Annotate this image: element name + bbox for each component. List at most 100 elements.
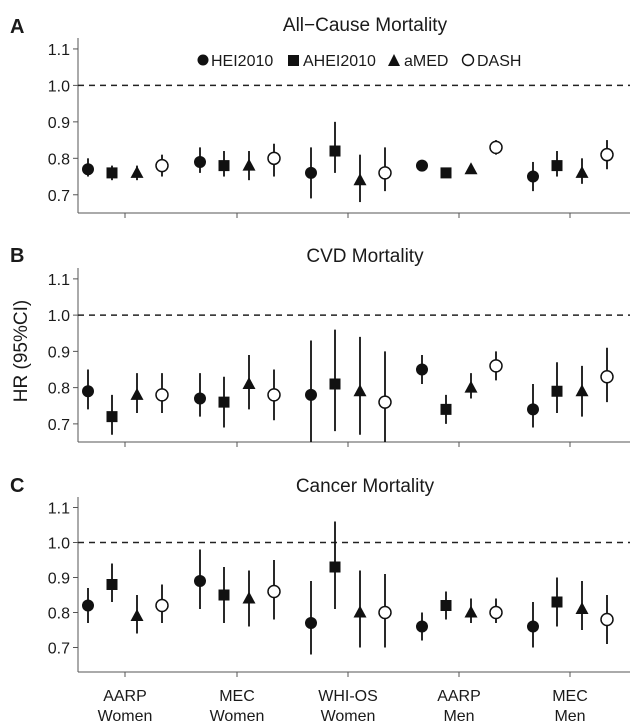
panel-c-dash-point — [378, 605, 392, 620]
panel-a-ahei2010-point — [551, 160, 563, 172]
x-group-label-line1: AARP — [103, 688, 147, 705]
panel-b-dash-point — [600, 370, 614, 384]
legend-dash-label: DASH — [477, 53, 521, 70]
panel-c-title: Cancer Mortality — [296, 476, 435, 497]
panel-c-y-tick-label: 0.7 — [48, 641, 70, 658]
x-group-label-line2: Women — [210, 708, 265, 725]
panel-a-dash-point — [600, 147, 614, 162]
panel-a-hei2010-point — [82, 163, 94, 176]
panel-c-y-tick-label: 1.1 — [48, 501, 70, 518]
x-group-label-line2: Women — [98, 708, 153, 725]
legend-dash-marker — [461, 53, 475, 67]
legend-hei2010-label: HEI2010 — [211, 53, 273, 70]
panel-b-hei2010-point — [416, 363, 428, 376]
x-group-label-line2: Men — [554, 708, 585, 725]
panel-c-y-tick-label: 0.8 — [48, 606, 70, 623]
panel-b-y-tick-label: 1.1 — [48, 272, 70, 289]
panel-a-y-tick-label: 0.9 — [48, 115, 70, 132]
legend-ahei2010-marker — [288, 55, 299, 66]
x-group-label-line1: MEC — [552, 688, 588, 705]
panel-b-y-tick-label: 0.8 — [48, 381, 70, 398]
panel-c-ahei2010-point — [329, 561, 341, 573]
panel-a-ahei2010-point — [329, 145, 341, 157]
panel-a-hei2010-point — [194, 155, 206, 168]
panel-c-y-tick-label: 0.9 — [48, 571, 70, 588]
x-group-label-line2: Women — [321, 708, 376, 725]
panel-a-hei2010-point — [527, 170, 539, 183]
panel-b: B CVD Mortality 0.7 0.8 0.9 1.0 1.1 — [10, 245, 630, 447]
panel-b-ahei2010-point — [218, 396, 230, 408]
panel-c-letter: C — [10, 475, 24, 497]
panel-b-hei2010-point — [527, 403, 539, 416]
panel-b-amed-point — [464, 380, 478, 393]
panel-c-hei2010-point — [82, 599, 94, 612]
panel-b-dash-point — [489, 359, 503, 373]
panel-b-y-tick-label: 1.0 — [48, 308, 70, 325]
panel-c-hei2010-point — [527, 620, 539, 633]
panel-c-amed-point — [353, 605, 367, 618]
legend: HEI2010 AHEI2010 aMED DASH — [197, 53, 521, 70]
panel-b-ahei2010-point — [551, 385, 563, 397]
panel-c-ahei2010-point — [551, 596, 563, 608]
panel-a-dash-point — [489, 140, 503, 155]
panel-a-ahei2010-point — [440, 167, 452, 179]
panel-a-amed-point — [353, 173, 367, 186]
panel-c-hei2010-point — [194, 575, 206, 587]
panel-a-amed-point — [464, 162, 478, 175]
panel-a-dash-point — [378, 166, 392, 180]
y-axis-label: HR (95%CI) — [11, 300, 32, 402]
panel-c-y-tick-label: 1.0 — [48, 536, 70, 553]
panel-b-hei2010-point — [194, 392, 206, 405]
panel-c-plot: 0.7 0.8 0.9 1.0 1.1 — [48, 497, 630, 677]
panel-c: C Cancer Mortality 0.7 0.8 0.9 1.0 1.1 — [10, 475, 630, 677]
panel-c-dash-point — [600, 612, 614, 627]
panel-b-amed-point — [130, 387, 144, 400]
legend-hei2010-marker — [197, 54, 209, 66]
panel-c-amed-point — [130, 609, 144, 621]
panel-a-title: All−Cause Mortality — [283, 15, 448, 36]
panel-c-dash-point — [155, 598, 169, 613]
x-axis-group-labels: AARP Women MEC Women WHI-OS Women AARP Men MEC Me… — [98, 688, 588, 725]
x-group-label-line2: Men — [443, 708, 474, 725]
panel-a-y-tick-label: 0.8 — [48, 151, 70, 168]
panel-a-dash-point — [267, 151, 281, 166]
panel-b-dash-point — [155, 388, 169, 402]
panel-b-title: CVD Mortality — [306, 246, 424, 267]
panel-c-ahei2010-point — [440, 600, 452, 611]
panel-c-dash-point — [489, 605, 503, 620]
panel-a-amed-point — [242, 158, 256, 171]
panel-b-y-tick-label: 0.7 — [48, 417, 70, 434]
legend-amed-label: aMED — [404, 53, 448, 70]
panel-c-hei2010-point — [305, 617, 317, 629]
panel-b-dash-point — [267, 388, 281, 402]
panel-b-plot: 0.7 0.8 0.9 1.0 1.1 — [48, 268, 630, 447]
panel-a-amed-point — [575, 165, 589, 178]
panel-a-hei2010-point — [416, 159, 428, 172]
panel-b-letter: B — [10, 245, 24, 267]
panel-a-plot: 0.7 0.8 0.9 1.0 1.1 — [48, 38, 630, 218]
panel-c-amed-point — [575, 602, 589, 614]
panel-a: A All−Cause Mortality 0.7 0.8 0.9 1.0 1.1 HE… — [10, 15, 630, 218]
panel-b-amed-point — [575, 384, 589, 397]
panel-b-amed-point — [353, 384, 367, 397]
panel-c-amed-point — [464, 605, 478, 618]
panel-b-y-tick-label: 0.9 — [48, 344, 70, 361]
panel-b-amed-point — [242, 377, 256, 389]
panel-b-ahei2010-point — [329, 378, 341, 390]
panel-a-ahei2010-point — [218, 160, 230, 172]
panel-a-y-tick-label: 1.1 — [48, 42, 70, 59]
panel-a-y-tick-label: 0.7 — [48, 188, 70, 205]
panel-a-dash-point — [155, 158, 169, 173]
legend-amed-marker — [388, 54, 400, 66]
panel-c-amed-point — [242, 591, 256, 604]
panel-a-hei2010-point — [305, 166, 317, 179]
panel-a-y-tick-label: 1.0 — [48, 78, 70, 95]
panel-a-ahei2010-point — [106, 167, 118, 179]
panel-b-dash-point — [378, 395, 392, 409]
x-group-label-line1: AARP — [437, 688, 481, 705]
panel-c-ahei2010-point — [218, 589, 230, 601]
x-group-label-line1: WHI-OS — [318, 688, 378, 705]
panel-b-ahei2010-point — [106, 411, 118, 423]
panel-b-hei2010-point — [82, 385, 94, 398]
